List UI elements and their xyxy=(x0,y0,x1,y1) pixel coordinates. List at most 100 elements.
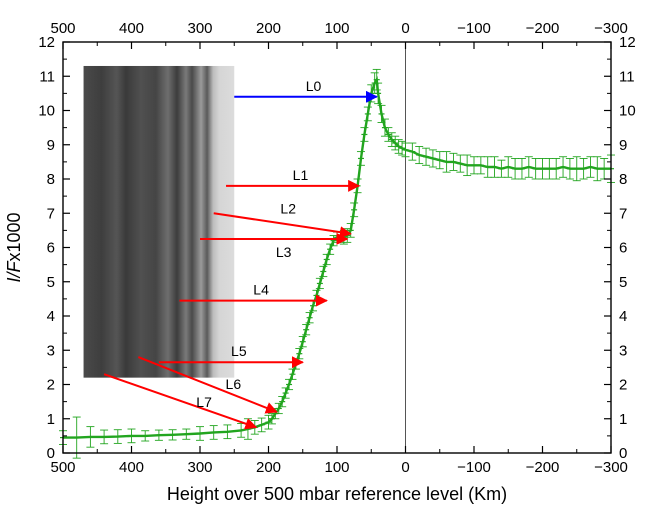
data-point xyxy=(572,156,581,182)
y-axis-title-rest: x1000 xyxy=(4,212,24,261)
x-tick-label-bottom: −200 xyxy=(526,459,560,476)
y-tick-label-left: 4 xyxy=(47,308,55,325)
annotation-l6: L6 xyxy=(137,356,278,414)
annotation-l3: L3 xyxy=(200,232,349,260)
annotation-label: L2 xyxy=(280,201,296,217)
y-tick-label-left: 2 xyxy=(47,377,55,394)
data-point xyxy=(435,151,444,170)
y-tick-label-right: 11 xyxy=(619,68,635,85)
y-tick-label-left: 0 xyxy=(47,445,55,462)
annotation-l5: L5 xyxy=(158,343,304,369)
x-tick-label-top: 0 xyxy=(401,20,409,37)
annotation-label: L5 xyxy=(231,343,247,359)
data-point xyxy=(517,157,526,180)
data-point xyxy=(398,140,407,156)
data-point xyxy=(593,156,602,182)
x-tick-label-bottom: −100 xyxy=(457,459,491,476)
data-point xyxy=(291,358,300,370)
data-point xyxy=(504,156,513,178)
y-axis-title: I/Fx1000 xyxy=(4,212,24,282)
y-tick-label-left: 7 xyxy=(47,205,55,222)
x-tick-label-bottom: 300 xyxy=(187,459,212,476)
y-tick-label-left: 6 xyxy=(47,240,55,257)
data-point xyxy=(315,277,324,290)
data-point xyxy=(305,312,314,324)
data-point xyxy=(394,139,403,154)
data-point xyxy=(182,428,191,440)
data-point xyxy=(154,429,163,441)
data-point xyxy=(237,423,246,438)
data-point xyxy=(374,82,383,105)
y-tick-label-right: 2 xyxy=(619,377,627,394)
data-point xyxy=(302,324,311,336)
data-point xyxy=(401,142,410,158)
annotation-label: L1 xyxy=(293,167,309,183)
data-point xyxy=(456,154,465,173)
data-point xyxy=(463,154,472,177)
data-point xyxy=(490,156,499,178)
x-tick-label-top: 100 xyxy=(324,20,349,37)
data-point xyxy=(449,152,458,171)
data-point xyxy=(377,104,386,123)
annotation-l0: L0 xyxy=(234,78,378,103)
data-point xyxy=(309,300,318,312)
data-point xyxy=(100,429,109,445)
inset-grayscale-image xyxy=(83,65,235,378)
y-tick-label-right: 10 xyxy=(619,103,636,120)
y-tick-label-left: 12 xyxy=(38,34,55,51)
data-point xyxy=(319,265,328,278)
x-tick-label-bottom: 400 xyxy=(119,459,144,476)
data-point xyxy=(511,157,520,180)
y-tick-label-right: 3 xyxy=(619,342,627,359)
data-point xyxy=(288,368,297,380)
x-tick-label-bottom: 0 xyxy=(401,459,409,476)
data-point xyxy=(329,235,338,247)
x-tick-label-bottom: 500 xyxy=(50,459,75,476)
data-point xyxy=(298,336,307,348)
annotation-l4: L4 xyxy=(179,282,328,307)
data-point xyxy=(428,149,437,168)
x-tick-label-top: −300 xyxy=(594,20,628,37)
data-point xyxy=(363,106,372,122)
data-point xyxy=(209,425,218,440)
y-axis-title-italic: I/F xyxy=(4,261,24,283)
y-tick-label-left: 10 xyxy=(38,103,55,120)
annotation-l7: L7 xyxy=(103,373,258,430)
data-point xyxy=(257,417,266,433)
y-tick-label-right: 7 xyxy=(619,205,627,222)
data-point xyxy=(579,157,588,180)
y-tick-label-left: 5 xyxy=(47,274,55,291)
y-tick-label-right: 6 xyxy=(619,240,627,257)
y-tick-label-left: 3 xyxy=(47,342,55,359)
y-tick-label-right: 0 xyxy=(619,445,627,462)
y-tick-label-left: 9 xyxy=(47,137,55,154)
y-tick-label-right: 4 xyxy=(619,308,627,325)
y-tick-label-right: 1 xyxy=(619,411,627,428)
data-point xyxy=(384,127,393,142)
data-point xyxy=(295,348,304,360)
data-point xyxy=(497,159,506,178)
data-point xyxy=(264,414,273,430)
y-tick-label-right: 8 xyxy=(619,171,627,188)
data-point xyxy=(531,157,540,180)
x-tick-label-top: 300 xyxy=(187,20,212,37)
annotation-label: L7 xyxy=(196,394,212,410)
data-point xyxy=(356,151,365,166)
x-tick-label-top: 200 xyxy=(256,20,281,37)
x-tick-label-bottom: −300 xyxy=(594,459,628,476)
annotation-arrow xyxy=(137,356,278,414)
data-point xyxy=(422,147,431,166)
annotation-label: L3 xyxy=(276,244,292,260)
x-tick-label-top: −100 xyxy=(457,20,491,37)
data-point xyxy=(387,132,396,147)
data-point xyxy=(483,156,492,178)
data-point xyxy=(391,135,400,151)
annotation-l2: L2 xyxy=(213,201,352,239)
data-point xyxy=(476,156,485,175)
y-tick-label-left: 11 xyxy=(39,68,55,85)
data-point xyxy=(538,157,547,180)
annotation-label: L0 xyxy=(306,78,322,94)
data-point xyxy=(524,156,533,178)
data-point xyxy=(552,157,561,180)
